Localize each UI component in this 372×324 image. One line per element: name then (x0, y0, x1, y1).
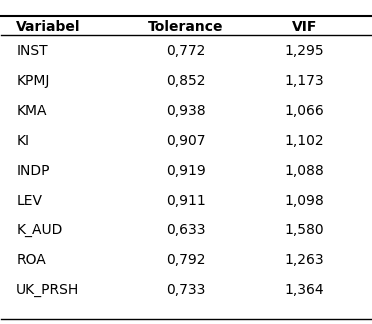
Text: 1,263: 1,263 (284, 253, 324, 267)
Text: KI: KI (16, 134, 29, 148)
Text: 1,066: 1,066 (284, 104, 324, 118)
Text: 1,173: 1,173 (284, 74, 324, 88)
Text: 1,102: 1,102 (284, 134, 324, 148)
Text: 0,911: 0,911 (166, 193, 206, 208)
Text: LEV: LEV (16, 193, 42, 208)
Text: 0,633: 0,633 (166, 224, 206, 237)
Text: VIF: VIF (292, 20, 317, 34)
Text: KMA: KMA (16, 104, 46, 118)
Text: Tolerance: Tolerance (148, 20, 224, 34)
Text: KPMJ: KPMJ (16, 74, 49, 88)
Text: 0,938: 0,938 (166, 104, 206, 118)
Text: 1,098: 1,098 (284, 193, 324, 208)
Text: Variabel: Variabel (16, 20, 81, 34)
Text: 1,364: 1,364 (284, 283, 324, 297)
Text: 1,088: 1,088 (284, 164, 324, 178)
Text: 0,792: 0,792 (166, 253, 206, 267)
Text: 0,852: 0,852 (166, 74, 206, 88)
Text: ROA: ROA (16, 253, 46, 267)
Text: K_AUD: K_AUD (16, 224, 62, 237)
Text: 0,772: 0,772 (166, 44, 206, 58)
Text: 1,295: 1,295 (284, 44, 324, 58)
Text: INDP: INDP (16, 164, 49, 178)
Text: 0,907: 0,907 (166, 134, 206, 148)
Text: 0,733: 0,733 (166, 283, 206, 297)
Text: 0,919: 0,919 (166, 164, 206, 178)
Text: INST: INST (16, 44, 48, 58)
Text: 1,580: 1,580 (284, 224, 324, 237)
Text: UK_PRSH: UK_PRSH (16, 283, 79, 297)
